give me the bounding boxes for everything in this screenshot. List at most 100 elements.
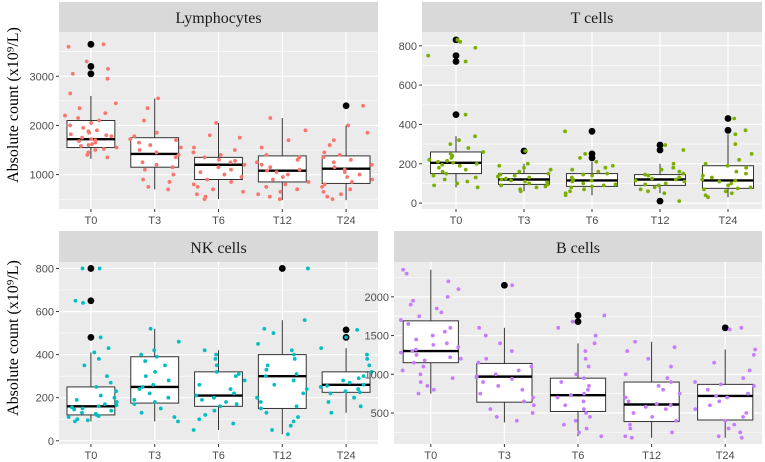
data-point [522, 399, 526, 404]
data-point [295, 157, 300, 162]
strip-title-t-cells: T cells [571, 10, 614, 27]
data-point [80, 135, 84, 140]
data-point [440, 169, 445, 174]
data-point [292, 357, 297, 361]
data-point [527, 181, 532, 186]
data-point [716, 434, 721, 439]
data-point [599, 434, 604, 439]
data-point [277, 197, 282, 202]
data-point [448, 325, 453, 330]
data-point [233, 158, 238, 163]
data-point [525, 161, 530, 166]
data-point [741, 376, 746, 381]
data-point [68, 132, 73, 137]
data-point [578, 155, 582, 160]
data-point [205, 177, 210, 182]
data-point [289, 348, 294, 353]
y-tick-label: 800 [399, 41, 417, 53]
data-point [705, 387, 710, 392]
y-tick-label: 400 [399, 119, 417, 131]
data-point [412, 360, 416, 365]
data-point [455, 37, 460, 42]
data-point [350, 180, 354, 184]
data-point [623, 395, 628, 400]
data-point [527, 175, 532, 180]
data-point [437, 165, 441, 170]
data-point [297, 167, 302, 172]
data-point [602, 313, 607, 318]
data-point [369, 369, 374, 374]
data-point [73, 419, 77, 424]
data-point [146, 184, 151, 189]
data-point [218, 153, 223, 157]
y-tick-label: 400 [36, 350, 54, 362]
outlier-point [278, 265, 286, 272]
data-point [296, 415, 300, 419]
data-point [342, 170, 347, 175]
outlier-point [588, 154, 596, 162]
outlier-point [87, 265, 95, 272]
data-point [431, 173, 436, 178]
data-point [652, 185, 657, 190]
data-point [66, 44, 71, 49]
data-point [672, 345, 677, 350]
data-point [89, 121, 94, 125]
data-point [411, 298, 415, 303]
panel-t-cells: T cells 0 200 400 600 800 T0 T3 T6 T12 T24 [399, 2, 762, 227]
data-point [737, 157, 742, 162]
y-tick-label: 2000 [30, 120, 54, 132]
data-point [674, 418, 679, 423]
data-point [670, 430, 674, 435]
data-point [707, 403, 712, 408]
outlier-point [656, 146, 664, 154]
data-point [339, 192, 343, 197]
strip-lymphocytes [59, 2, 378, 32]
data-point [328, 391, 333, 396]
data-point [329, 410, 334, 415]
data-point [96, 404, 101, 409]
data-point [681, 148, 686, 152]
data-point [677, 169, 682, 174]
x-tick-label: T3 [148, 215, 161, 227]
data-point [90, 142, 94, 147]
data-point [114, 400, 119, 404]
data-point [96, 357, 101, 361]
strip-title-b-cells: B cells [556, 240, 600, 257]
box [257, 354, 307, 409]
data-point [344, 335, 349, 340]
data-point [352, 395, 356, 400]
data-point [744, 171, 748, 176]
data-point [656, 183, 661, 188]
data-point [318, 385, 323, 389]
data-point [677, 175, 682, 180]
data-point [586, 364, 591, 369]
data-point [337, 153, 342, 157]
data-point [202, 197, 207, 202]
data-point [748, 185, 753, 190]
data-point [137, 148, 142, 152]
data-point [643, 172, 647, 177]
data-point [153, 369, 157, 374]
data-point [744, 411, 749, 415]
data-point [577, 430, 582, 435]
data-point [593, 333, 598, 338]
data-point [693, 380, 697, 384]
data-point [410, 349, 415, 353]
data-point [76, 116, 80, 120]
outlier-point [574, 318, 582, 326]
data-point [113, 101, 118, 106]
data-point [242, 162, 247, 167]
data-point [330, 197, 335, 202]
data-point [450, 376, 455, 381]
data-point [726, 183, 731, 188]
y-tick-label: 1000 [30, 170, 54, 182]
box [697, 383, 754, 421]
data-point [752, 353, 756, 357]
data-point [726, 426, 731, 431]
data-point [582, 391, 586, 396]
data-point [143, 359, 148, 363]
data-point [659, 167, 664, 172]
data-point [650, 176, 654, 181]
outlier-point [721, 324, 729, 332]
x-tick-label: T12 [273, 215, 292, 227]
